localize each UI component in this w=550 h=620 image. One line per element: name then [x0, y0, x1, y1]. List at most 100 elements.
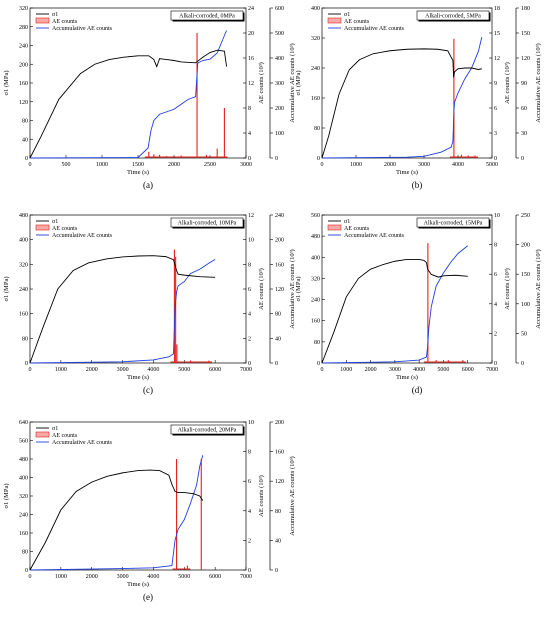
y-right-tick-label: 500: [275, 31, 284, 37]
y-right-tick-label: 30: [521, 131, 527, 137]
y-left-tick-label: 80: [314, 340, 320, 346]
y-left-tick-label: 400: [19, 476, 28, 482]
y-mid-tick-label: 6: [494, 106, 497, 112]
y-right-tick-label: 90: [521, 81, 527, 87]
y-right-axis-label: Accumulative AE counts (10³): [289, 43, 296, 122]
y-right-tick-label: 40: [275, 336, 281, 342]
y-mid-tick-label: 2: [494, 331, 497, 337]
panel-caption: (b): [412, 180, 423, 190]
condition-label: Alkali-corroded, 0MPa: [179, 14, 235, 20]
legend-acc-label: Accumulative AE counts: [344, 233, 405, 239]
legend-stress-label: σ1: [52, 12, 58, 18]
accumulative-ae-line: [321, 245, 468, 364]
y-right-tick-label: 180: [521, 6, 530, 12]
condition-box: [170, 217, 244, 228]
x-tick-label: 4000: [147, 367, 159, 373]
y-right-tick-label: 600: [275, 6, 284, 12]
y-left-tick-label: 480: [19, 457, 28, 463]
legend-acc-label: Accumulative AE counts: [344, 26, 405, 32]
plot-frame: [321, 214, 493, 364]
y-mid-tick-label: 9: [494, 81, 497, 87]
y-left-tick-label: 0: [25, 156, 28, 162]
y-mid-tick-label: 0: [248, 156, 251, 162]
y-mid-axis-label: AE counts (10³): [258, 475, 265, 517]
y-right-tick-label: 160: [275, 450, 284, 456]
y-mid-tick-label: 18: [494, 6, 500, 12]
x-tick-label: 3000: [389, 367, 401, 373]
legend-acc-label: Accumulative AE counts: [52, 26, 113, 32]
y-mid-tick-label: 10: [248, 238, 254, 244]
y-mid-axis-label: AE counts (10³): [258, 268, 265, 310]
accumulative-ae-line: [29, 455, 204, 571]
y-right-tick-label: 80: [275, 509, 281, 515]
x-tick-label: 4000: [452, 162, 464, 168]
y-mid-tick-label: 10: [494, 213, 500, 219]
y-mid-tick-label: 6: [248, 287, 251, 293]
y-left-tick-label: 0: [25, 361, 28, 367]
y-left-tick-label: 320: [311, 276, 320, 282]
stress-line: [29, 469, 204, 571]
legend-ae-swatch: [35, 17, 50, 24]
stress-line: [29, 255, 216, 364]
y-left-tick-label: 240: [19, 44, 28, 50]
y-mid-tick-label: 15: [494, 31, 500, 37]
x-tick-label: 5000: [178, 367, 190, 373]
y-left-tick-label: 120: [19, 100, 28, 106]
accumulative-ae-line: [29, 30, 227, 159]
x-tick-label: 2000: [86, 574, 98, 580]
y-mid-tick-label: 8: [248, 262, 251, 268]
x-tick-label: 6000: [209, 574, 221, 580]
y-left-tick-label: 0: [317, 156, 320, 162]
x-tick-label: 3000: [240, 162, 252, 168]
x-tick-label: 0: [321, 162, 324, 168]
legend-ae-swatch: [35, 431, 50, 438]
y-left-axis-label: σ1 (MPa): [3, 484, 10, 509]
legend-acc-label: Accumulative AE counts: [52, 440, 113, 446]
panel-caption: (e): [143, 592, 153, 602]
condition-label: Alkali-corroded, 20MPa: [178, 428, 237, 434]
condition-label: Alkali-corroded, 5MPa: [425, 14, 481, 20]
legend-stress-label: σ1: [52, 219, 58, 225]
x-tick-label: 3000: [117, 367, 129, 373]
y-right-tick-label: 0: [275, 361, 278, 367]
y-right-tick-label: 120: [275, 287, 284, 293]
y-left-tick-label: 400: [311, 6, 320, 12]
condition-label: Alkali-corroded, 15MPa: [424, 221, 483, 227]
x-axis-label: Time (s): [127, 581, 149, 588]
y-left-tick-label: 560: [311, 213, 320, 219]
panel-caption: (c): [143, 385, 153, 395]
y-left-tick-label: 280: [19, 25, 28, 31]
y-right-tick-label: 200: [275, 106, 284, 112]
y-right-tick-label: 160: [275, 262, 284, 268]
y-mid-tick-label: 8: [248, 450, 251, 456]
y-right-tick-label: 0: [521, 361, 524, 367]
x-tick-label: 7000: [240, 574, 252, 580]
x-tick-label: 5000: [178, 574, 190, 580]
legend-ae-label: AE counts: [52, 433, 78, 439]
x-tick-label: 7000: [240, 367, 252, 373]
x-tick-label: 4000: [147, 574, 159, 580]
y-mid-tick-label: 8: [494, 243, 497, 249]
x-tick-label: 1000: [96, 162, 108, 168]
y-left-tick-label: 160: [19, 531, 28, 537]
y-mid-tick-label: 0: [248, 568, 251, 574]
y-left-tick-label: 240: [311, 298, 320, 304]
y-left-tick-label: 200: [19, 62, 28, 68]
legend-ae-label: AE counts: [344, 226, 370, 232]
x-tick-label: 4000: [413, 367, 425, 373]
y-mid-tick-label: 0: [494, 156, 497, 162]
y-mid-tick-label: 6: [494, 272, 497, 278]
x-tick-label: 6000: [462, 367, 474, 373]
y-right-tick-label: 100: [275, 131, 284, 137]
y-mid-tick-label: 16: [248, 56, 254, 62]
y-right-tick-label: 40: [275, 538, 281, 544]
y-left-axis-label: σ1 (MPa): [295, 277, 302, 302]
y-mid-tick-label: 12: [248, 213, 254, 219]
x-tick-label: 2000: [365, 367, 377, 373]
y-right-tick-label: 200: [521, 243, 530, 249]
x-tick-label: 6000: [209, 367, 221, 373]
legend-acc-label: Accumulative AE counts: [52, 233, 113, 239]
y-left-tick-label: 160: [19, 312, 28, 318]
